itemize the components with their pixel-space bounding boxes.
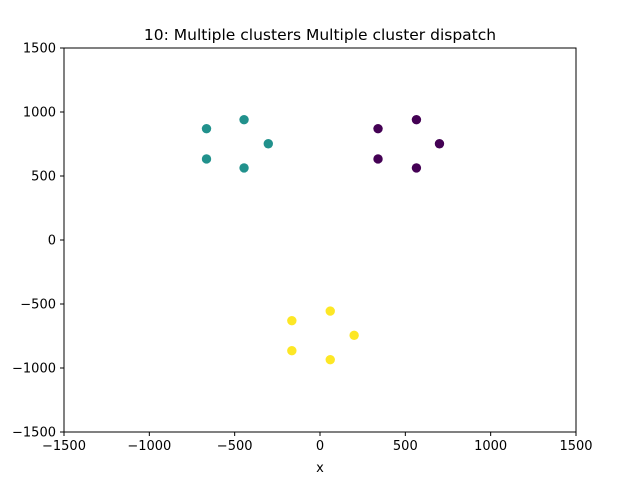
data-point-cluster-2 <box>239 114 249 125</box>
data-point-cluster-1 <box>373 123 383 134</box>
y-tick-label: 0 <box>48 234 56 249</box>
data-point-cluster-1 <box>434 139 445 149</box>
plot-frame <box>63 47 577 433</box>
x-tick-label: 0 <box>316 439 324 454</box>
x-tick-label: 1000 <box>474 439 507 454</box>
data-point-cluster-3 <box>287 346 297 356</box>
data-point-cluster-1 <box>411 163 422 173</box>
chart-title: 10: Multiple clusters Multiple cluster d… <box>144 26 496 44</box>
plot-area <box>64 48 576 432</box>
x-tick-label: −1500 <box>42 439 86 454</box>
y-tick-label: 500 <box>31 170 56 185</box>
data-point-cluster-1 <box>373 154 383 164</box>
y-tick-label: 1000 <box>23 106 56 121</box>
data-point-cluster-2 <box>201 154 212 164</box>
data-point-cluster-3 <box>325 354 335 365</box>
data-point-cluster-2 <box>263 139 273 149</box>
x-tick-label: −500 <box>217 439 253 454</box>
x-axis-label: x <box>316 461 324 476</box>
x-tick-label: −1000 <box>127 439 171 454</box>
y-tick-label: 1500 <box>23 42 56 57</box>
x-axis: −1500 −1000 −500 0 500 1000 1500 <box>42 432 593 454</box>
x-tick-label: 1500 <box>559 439 592 454</box>
y-tick-label: −500 <box>20 298 56 313</box>
data-point-cluster-3 <box>349 330 359 341</box>
data-point-cluster-1 <box>411 114 422 125</box>
data-point-cluster-2 <box>201 123 212 134</box>
y-tick-label: −1000 <box>12 362 56 377</box>
data-point-cluster-3 <box>287 315 297 326</box>
y-tick-label: −1500 <box>12 426 56 441</box>
data-point-cluster-2 <box>239 163 249 173</box>
data-points <box>201 114 445 365</box>
y-axis: −1500 −1000 −500 0 500 1000 1500 <box>12 42 64 441</box>
x-tick-label: 500 <box>393 439 418 454</box>
data-point-cluster-3 <box>325 306 335 316</box>
